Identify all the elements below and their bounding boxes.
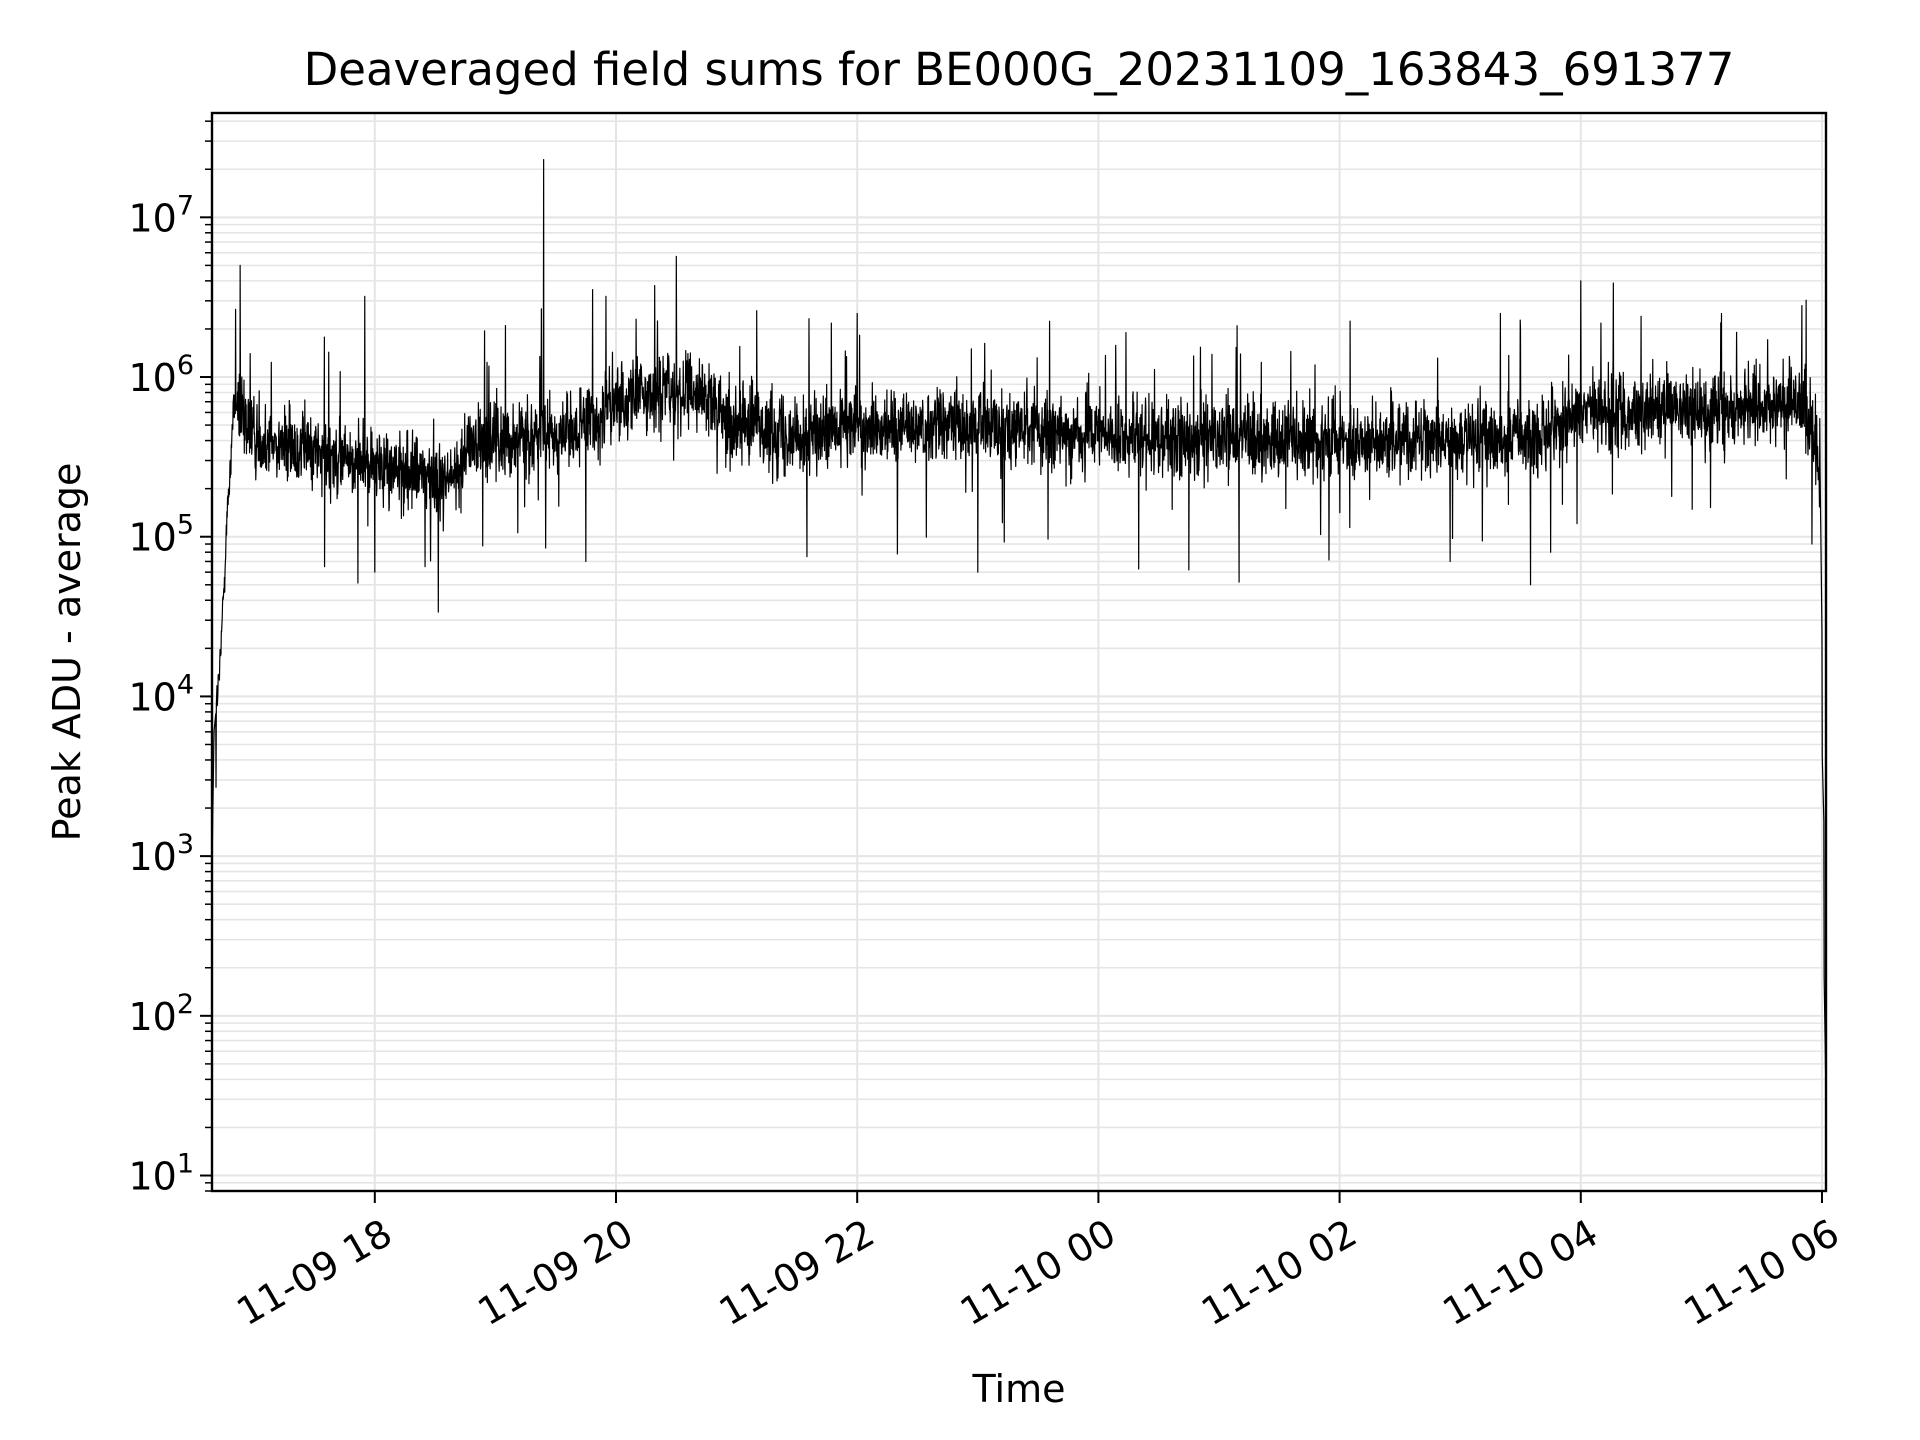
grid-major xyxy=(212,113,1826,1191)
y-tick-label: 102 xyxy=(128,989,194,1039)
y-tick-label: 105 xyxy=(128,510,194,560)
series-line xyxy=(211,158,1827,1100)
series-group xyxy=(211,158,1827,1100)
y-tick-label: 103 xyxy=(128,829,194,879)
y-tick-label: 104 xyxy=(128,669,194,719)
plot-frame xyxy=(210,111,1828,1193)
y-tick-label: 101 xyxy=(128,1149,194,1199)
x-axis-label: Time xyxy=(972,1367,1066,1411)
y-tick-label: 106 xyxy=(128,350,194,400)
y-axis-label: Peak ADU - average xyxy=(45,463,89,842)
y-tick-label: 107 xyxy=(128,190,194,240)
y-axis: 101 102 103 104 105 106 107 xyxy=(128,120,212,1199)
chart-title: Deaveraged field sums for BE000G_2023110… xyxy=(304,43,1735,96)
